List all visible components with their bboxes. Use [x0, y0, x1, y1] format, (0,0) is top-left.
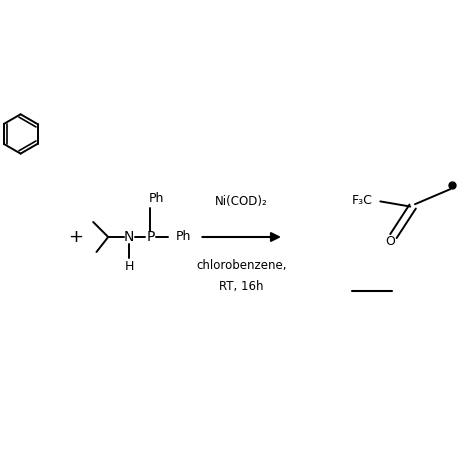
- Text: O: O: [386, 235, 396, 248]
- Text: F₃C: F₃C: [352, 194, 373, 207]
- Text: Ni(COD)₂: Ni(COD)₂: [215, 195, 268, 209]
- Text: chlorobenzene,: chlorobenzene,: [196, 259, 287, 272]
- Text: H: H: [125, 260, 134, 273]
- Text: N: N: [124, 230, 135, 244]
- Text: Ph: Ph: [149, 191, 164, 205]
- Text: P: P: [146, 230, 155, 244]
- Text: RT, 16h: RT, 16h: [219, 280, 264, 292]
- Text: Ph: Ph: [176, 230, 191, 244]
- Text: +: +: [68, 228, 83, 246]
